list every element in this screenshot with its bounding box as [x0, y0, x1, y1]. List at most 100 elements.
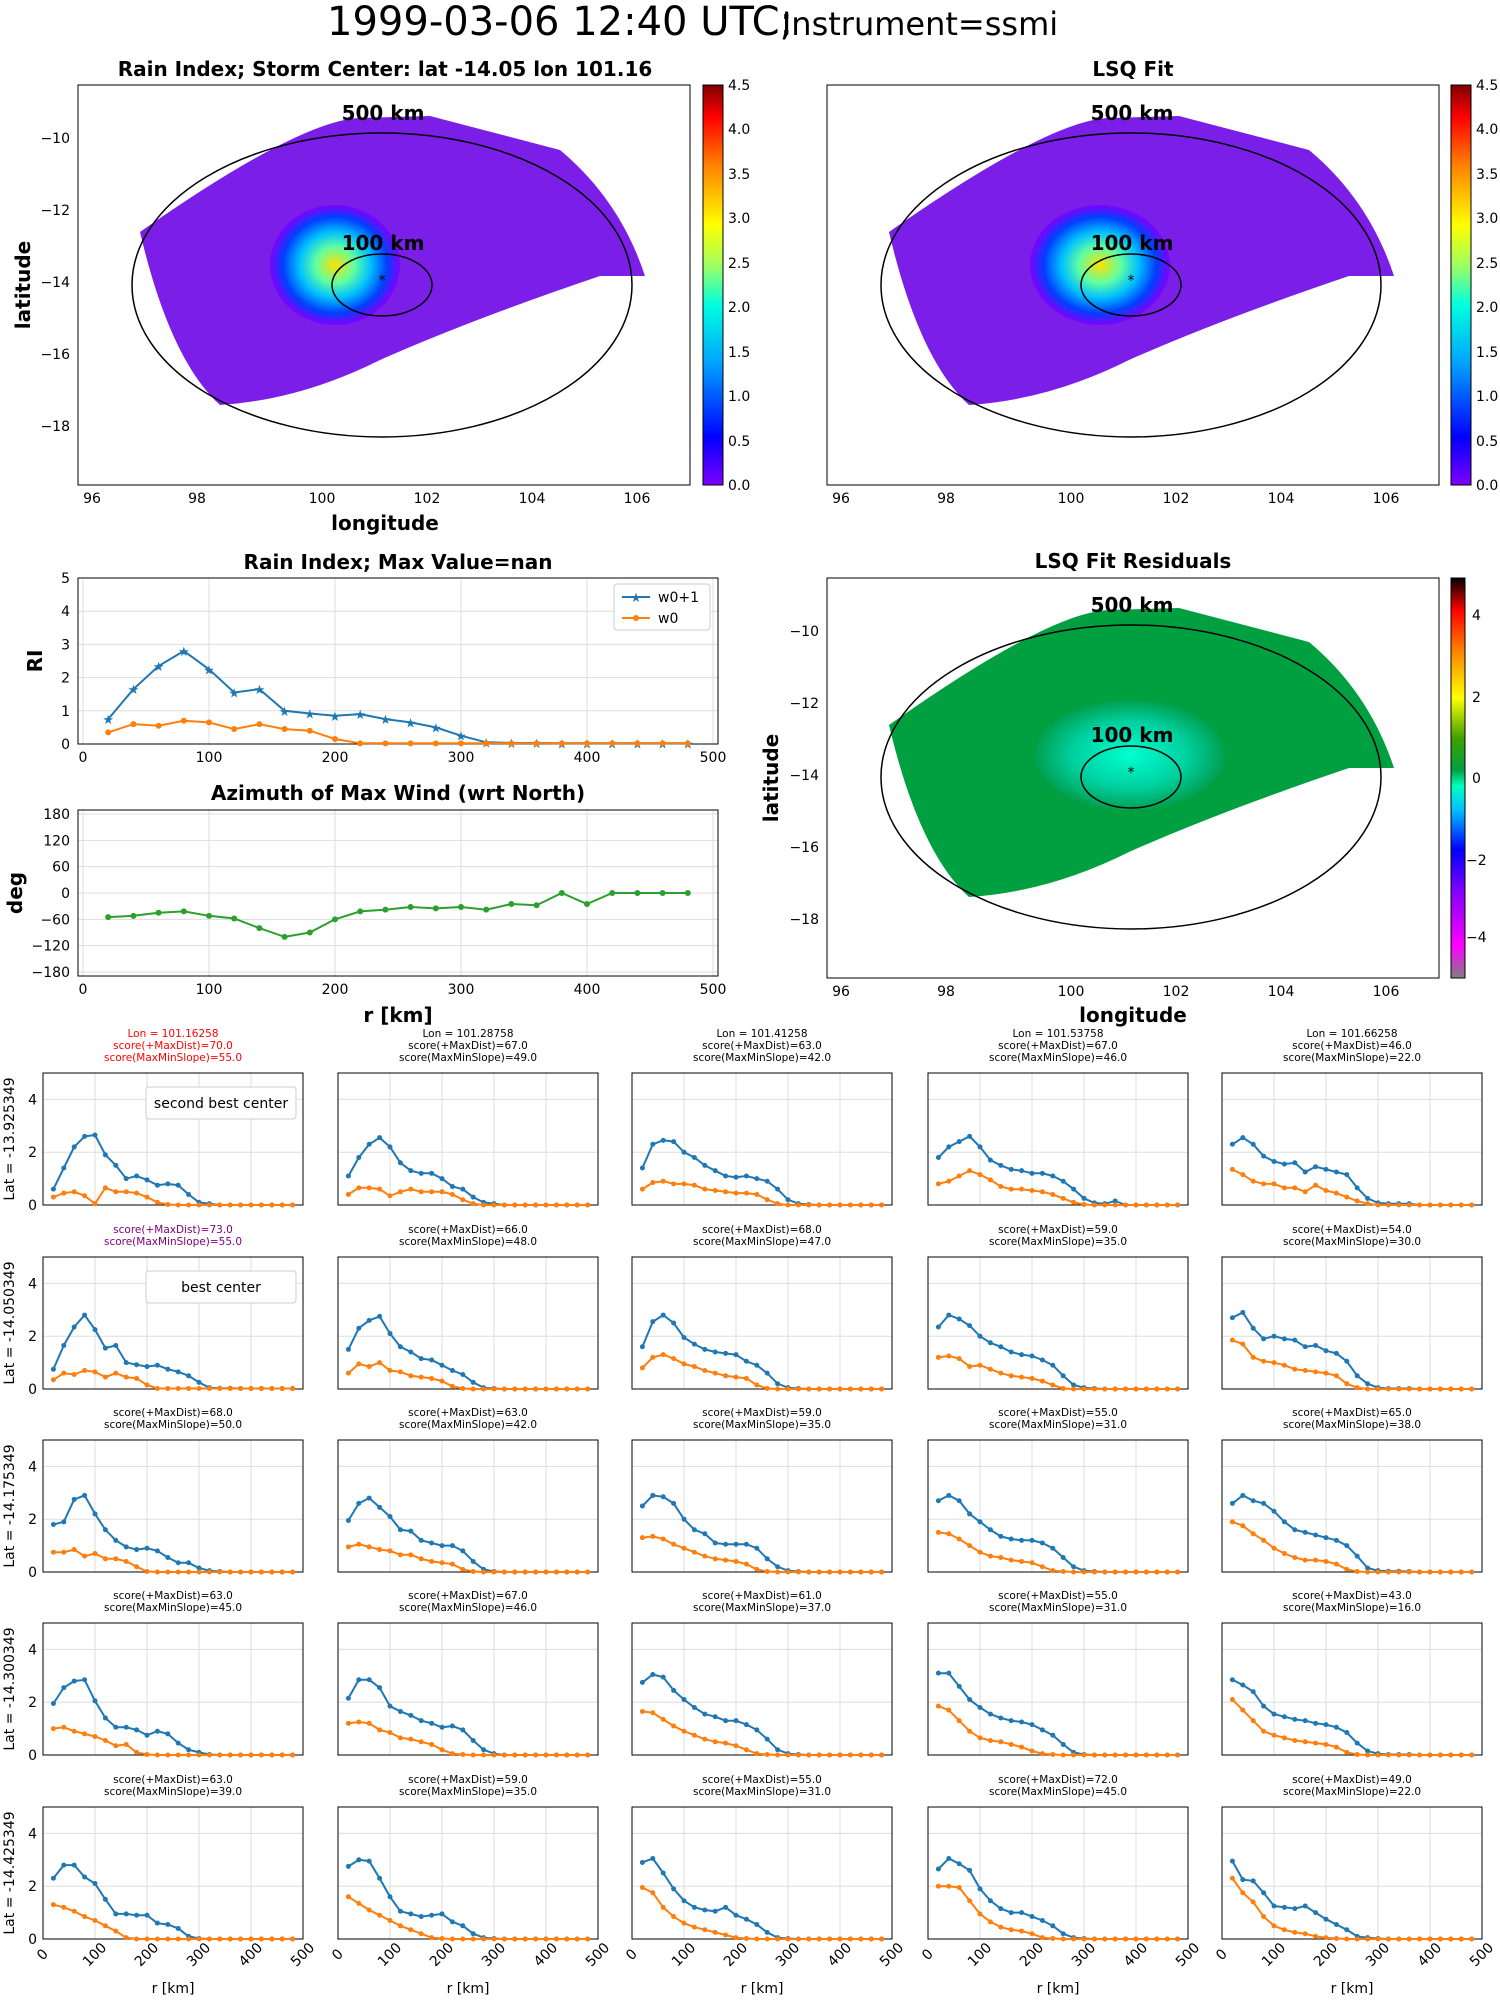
- series-w0plus1-point: [681, 1898, 687, 1904]
- series-azimuth-point: [432, 905, 439, 912]
- series-w0-point: [418, 1374, 424, 1380]
- series-w0-point: [816, 1752, 822, 1758]
- panel-score-slope: score(MaxMinSlope)=35.0: [399, 1786, 537, 1798]
- ring-100km-label: 100 km: [342, 231, 425, 255]
- panel-score-maxdist: score(+MaxDist)=73.0: [113, 1224, 233, 1236]
- xtick: 0: [79, 750, 88, 766]
- series-w0-point: [408, 1552, 414, 1558]
- xtick: 100: [965, 1940, 995, 1970]
- series-w0-point: [1154, 1386, 1160, 1392]
- series-w0plus1-point: [1313, 1720, 1319, 1726]
- series-w0-point: [356, 1541, 362, 1547]
- series-w0plus1-point: [154, 1182, 160, 1188]
- series-w0-point: [134, 1936, 140, 1942]
- series-w0plus1-point: [175, 1925, 181, 1931]
- series-w0-point: [1261, 1537, 1267, 1543]
- series-w0-point: [217, 1569, 223, 1575]
- series-w0-point: [82, 1193, 88, 1199]
- series-w0plus1-point: [1029, 1537, 1035, 1543]
- series-w0-point: [743, 1935, 749, 1941]
- panel-score-slope: score(MaxMinSlope)=35.0: [693, 1419, 831, 1431]
- series-w0-point: [1396, 1752, 1402, 1758]
- series-w0-point: [543, 1752, 549, 1758]
- series-w0-point: [134, 1375, 140, 1381]
- series-w0-point: [1365, 1752, 1371, 1758]
- series-w0-point: [483, 740, 490, 747]
- series-w0plus1-point: ★: [279, 705, 291, 720]
- xtick: 98: [188, 491, 206, 507]
- series-w0-point: [1313, 1740, 1319, 1746]
- series-w0plus1-point: [82, 1312, 88, 1318]
- panel-score-maxdist: score(+MaxDist)=63.0: [408, 1407, 528, 1419]
- map-rain-xticks: 96 98 100 102 104 106: [83, 491, 650, 507]
- series-w0plus1-point: [1281, 1519, 1287, 1525]
- series-w0-point: [553, 1202, 559, 1208]
- series-w0-point: [806, 1752, 812, 1758]
- series-w0plus1-line: [1231, 1494, 1472, 1573]
- series-w0plus1-point: [764, 1556, 770, 1562]
- panel-score-slope: score(MaxMinSlope)=38.0: [1283, 1419, 1421, 1431]
- series-w0plus1-point: [967, 1867, 973, 1873]
- series-w0plus1-point: [186, 1191, 192, 1197]
- series-w0plus1-point: [1050, 1173, 1056, 1179]
- series-w0plus1-point: [123, 1544, 129, 1550]
- series-w0-point: [449, 1191, 455, 1197]
- plot-frame: [337, 1072, 599, 1206]
- panel-r0-c3: Lon = 101.53758score(+MaxDist)=67.0score…: [927, 1028, 1189, 1208]
- series-w0plus1-point: [1271, 1333, 1277, 1339]
- series-w0-point: [387, 1193, 393, 1199]
- xtick: 96: [83, 491, 101, 507]
- series-w0plus1-point: [639, 1859, 645, 1865]
- series-w0-point: [977, 1911, 983, 1917]
- series-w0-point: [868, 1752, 874, 1758]
- series-w0plus1-point: [1344, 1543, 1350, 1549]
- panel-score-maxdist: score(+MaxDist)=55.0: [998, 1590, 1118, 1602]
- series-w0plus1-point: [123, 1724, 129, 1730]
- series-w0plus1-point: [418, 1537, 424, 1543]
- series-w0-point: [1029, 1560, 1035, 1566]
- series-w0-point: [660, 1716, 666, 1722]
- series-w0-point: [733, 1190, 739, 1196]
- series-w0plus1-point: [1050, 1732, 1056, 1738]
- series-w0-point: [1406, 1202, 1412, 1208]
- series-w0-point: [1039, 1935, 1045, 1941]
- series-w0plus1-point: [377, 1875, 383, 1881]
- plot-frame: [927, 1256, 1189, 1390]
- panel-score-slope: score(MaxMinSlope)=50.0: [104, 1419, 242, 1431]
- series-w0-point: [1365, 1386, 1371, 1392]
- series-w0-point: [827, 1936, 833, 1942]
- series-w0plus1-point: [956, 1498, 962, 1504]
- cbar-tick: 0.5: [728, 434, 750, 450]
- series-w0plus1-point: [165, 1554, 171, 1560]
- series-w0plus1-point: [733, 1174, 739, 1180]
- series-w0-point: [102, 1737, 108, 1743]
- series-w0-point: [639, 1708, 645, 1714]
- series-w0-point: [558, 740, 565, 747]
- xtick: 98: [937, 491, 955, 507]
- series-w0-line: [53, 1186, 293, 1206]
- series-w0-point: [418, 1739, 424, 1745]
- series-w0-point: [1469, 1569, 1475, 1575]
- series-w0plus1-point: [175, 1182, 181, 1188]
- ring-500km: [880, 624, 1382, 930]
- series-w0plus1-point: [1039, 1357, 1045, 1363]
- series-w0-point: [1102, 1752, 1108, 1758]
- series-w0-point: [196, 1752, 202, 1758]
- series-w0plus1-point: [712, 1349, 718, 1355]
- series-w0-point: [585, 1569, 591, 1575]
- series-w0plus1-point: [196, 1565, 202, 1571]
- series-w0-point: [671, 1541, 677, 1547]
- series-w0-point: [1406, 1936, 1412, 1942]
- series-w0plus1-point: [1344, 1927, 1350, 1933]
- panel-r3-c2: score(+MaxDist)=61.0score(MaxMinSlope)=3…: [631, 1590, 893, 1758]
- series-w0plus1-point: [977, 1333, 983, 1339]
- series-w0-point: [1175, 1569, 1181, 1575]
- series-w0-point: [1250, 1531, 1256, 1537]
- series-w0-point: [366, 1907, 372, 1913]
- series-w0-point: [956, 1173, 962, 1179]
- series-w0plus1-point: [1292, 1906, 1298, 1912]
- series-w0-point: [1154, 1752, 1160, 1758]
- series-w0-point: [1323, 1558, 1329, 1564]
- series-w0-point: [1071, 1936, 1077, 1942]
- xtick: 102: [1163, 491, 1190, 507]
